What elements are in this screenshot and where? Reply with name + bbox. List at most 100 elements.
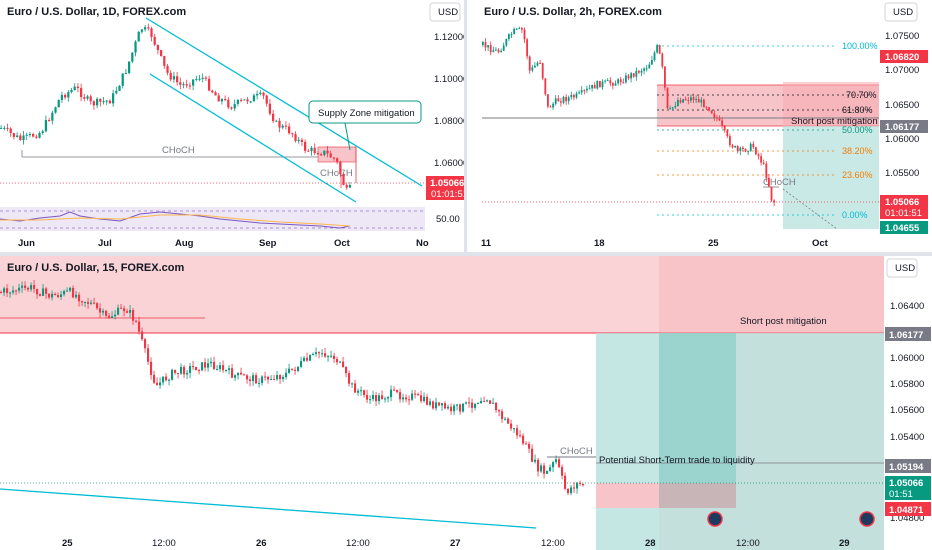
candle-body xyxy=(165,376,168,381)
candle-body xyxy=(555,459,558,463)
fib-level: 0.00% xyxy=(842,210,868,220)
supply-zone[interactable] xyxy=(0,256,884,333)
candle-body xyxy=(117,307,120,315)
candle-body xyxy=(134,41,137,53)
candle-body xyxy=(716,117,718,119)
channel-lower-line[interactable] xyxy=(149,73,357,203)
currency-label: USD xyxy=(438,7,458,18)
short-label: Short post mitigation xyxy=(791,116,878,127)
chart-panel-2h[interactable]: 100.00% 70.70% 61.80% 50.00% 38.20% 23.6… xyxy=(467,0,932,252)
candle-body xyxy=(474,403,477,408)
trade-label: Potential Short-Term trade to liquidity xyxy=(599,455,755,466)
candle-body xyxy=(281,125,284,128)
supply-zone-callout[interactable] xyxy=(308,100,422,124)
candle-body xyxy=(580,90,583,93)
candle-body xyxy=(645,68,648,70)
candle-body xyxy=(156,44,160,51)
candle-body xyxy=(39,294,42,296)
candle-body xyxy=(561,467,564,476)
candle-body xyxy=(489,400,492,404)
candle-body xyxy=(307,150,310,152)
currency-button[interactable] xyxy=(886,258,918,278)
candle-body xyxy=(552,103,555,108)
short-position-target[interactable] xyxy=(783,126,879,229)
fib-level: 23.60% xyxy=(842,170,873,180)
candle-body xyxy=(252,95,256,102)
candle-body xyxy=(562,96,565,103)
candle-body xyxy=(195,366,198,371)
candle-body xyxy=(567,97,570,102)
price-tag-current xyxy=(885,476,931,500)
candle-body xyxy=(312,354,315,356)
candle-body xyxy=(147,348,150,362)
candle-body xyxy=(294,134,297,141)
fib-level: 61.80% xyxy=(842,105,873,115)
candle-body xyxy=(576,482,579,489)
candle-body xyxy=(284,125,288,127)
trend-line[interactable] xyxy=(0,488,537,529)
candle-body xyxy=(185,84,188,86)
candle-body xyxy=(339,361,342,363)
candle-body xyxy=(601,81,604,88)
x-tick: Sep xyxy=(259,238,277,249)
candle-body xyxy=(249,101,252,103)
candle-body xyxy=(304,141,307,151)
candle-body xyxy=(619,79,622,83)
candle-body xyxy=(540,465,543,472)
candle-body xyxy=(417,394,420,396)
currency-button[interactable] xyxy=(884,2,918,22)
choch-label: CHoCH xyxy=(560,446,593,457)
candle-body xyxy=(625,75,627,83)
candle-body xyxy=(57,295,60,298)
candle-body xyxy=(567,488,570,494)
y-tick: 1.06400 xyxy=(890,301,924,312)
candle-body xyxy=(137,31,140,42)
fib-level: 100.00% xyxy=(842,41,878,51)
candle-body xyxy=(217,95,220,102)
fib-level: 70.70% xyxy=(846,90,877,100)
chart-panel-15m[interactable]: Short post mitigation CHoCH Potential Sh… xyxy=(0,256,932,550)
candle-body xyxy=(515,28,518,30)
candle-body xyxy=(162,376,165,383)
candle-body xyxy=(267,376,270,380)
panel-divider-vertical[interactable] xyxy=(464,0,467,252)
candle-body xyxy=(86,96,89,99)
candle-body xyxy=(351,383,354,385)
candle-body xyxy=(435,402,438,409)
candle-body xyxy=(81,301,84,303)
candle-body xyxy=(329,153,332,158)
candle-body xyxy=(638,70,640,73)
x-tick: 27 xyxy=(450,538,461,549)
x-tick: Jun xyxy=(18,238,35,249)
candle-body xyxy=(99,98,102,102)
candle-body xyxy=(596,80,599,89)
2h-chart[interactable]: 100.00% 70.70% 61.80% 50.00% 38.20% 23.6… xyxy=(467,0,932,252)
candle-body xyxy=(303,357,306,362)
candle-body xyxy=(643,68,646,71)
y-tick: 1.12000 xyxy=(434,32,464,43)
candle-body xyxy=(336,158,339,162)
tag-price: 1.05066 xyxy=(889,478,923,489)
candle-body xyxy=(219,365,222,370)
candle-body xyxy=(723,125,726,131)
candle-body xyxy=(300,361,303,367)
candle-body xyxy=(747,151,750,153)
15m-chart[interactable]: Short post mitigation CHoCH Potential Sh… xyxy=(0,256,932,550)
short-position-stop[interactable] xyxy=(783,82,879,126)
candle-body xyxy=(622,82,625,84)
economic-event-icon[interactable] xyxy=(707,511,723,527)
candle-body xyxy=(153,374,156,383)
economic-event-icon[interactable] xyxy=(859,511,875,527)
candle-body xyxy=(697,98,700,103)
candle-body xyxy=(225,369,228,371)
chart-panel-daily[interactable]: CHoCH Supply Zone mitigation CHoCH Euro … xyxy=(0,0,464,252)
channel-upper-line[interactable] xyxy=(145,17,423,187)
short-position-target[interactable] xyxy=(596,333,884,550)
candle-body xyxy=(73,86,76,91)
panel-divider-horizontal[interactable] xyxy=(0,252,932,256)
candle-body xyxy=(72,287,75,298)
y-tick: 1.05400 xyxy=(890,432,924,443)
candle-body xyxy=(635,70,638,77)
currency-button[interactable] xyxy=(429,2,461,22)
daily-chart[interactable]: CHoCH Supply Zone mitigation CHoCH Euro … xyxy=(0,0,464,252)
